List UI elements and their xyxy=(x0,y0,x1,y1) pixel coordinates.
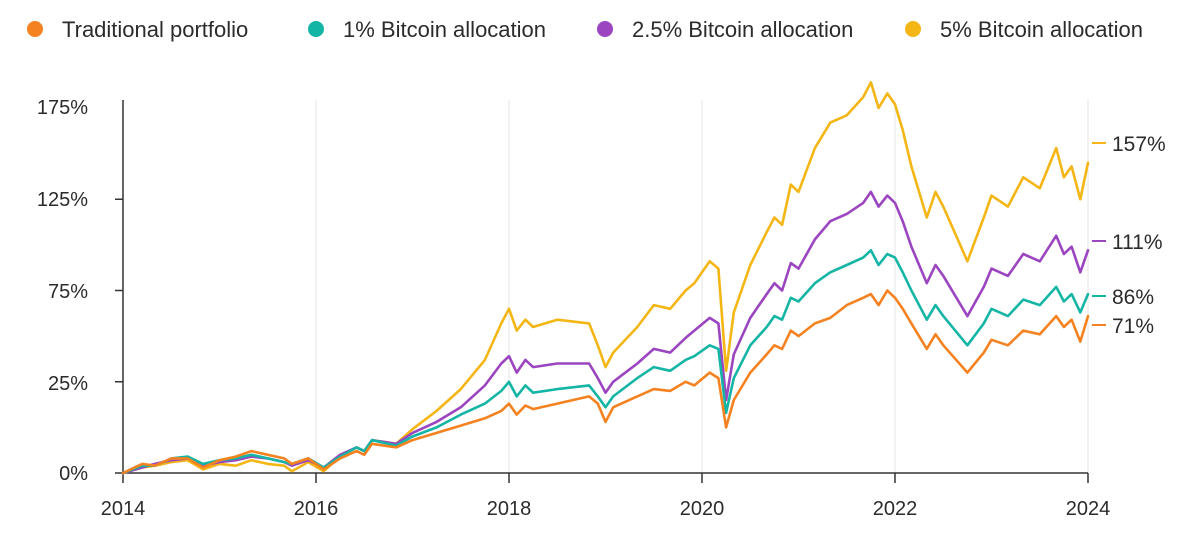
legend-swatch xyxy=(27,21,43,37)
end-label: 157% xyxy=(1112,133,1166,156)
legend-item[interactable]: 5% Bitcoin allocation xyxy=(905,17,1143,42)
legend-swatch xyxy=(597,21,613,37)
legend-swatch xyxy=(905,21,921,37)
x-tick-label: 2024 xyxy=(1066,498,1111,520)
x-tick-label: 2020 xyxy=(680,498,725,520)
legend-item[interactable]: Traditional portfolio xyxy=(27,17,248,42)
series-line xyxy=(121,249,1090,475)
legend-item[interactable]: 2.5% Bitcoin allocation xyxy=(597,17,853,42)
x-tick-label: 2014 xyxy=(101,498,146,520)
chart-axes: 0% 25% 75% 125% 175% 2014 2016 2018 2020 2022 2024 xyxy=(37,97,1110,520)
end-label: 111% xyxy=(1112,231,1163,254)
y-tick-label: 25% xyxy=(48,373,88,395)
series-line xyxy=(121,81,1090,475)
chart-grid xyxy=(122,100,1089,473)
y-tick-label: 0% xyxy=(59,463,88,485)
legend-swatch xyxy=(308,21,324,37)
legend-label: 2.5% Bitcoin allocation xyxy=(632,17,853,42)
chart-end-labels: 71% 86% 111% 157% xyxy=(1092,133,1166,338)
legend-item[interactable]: 1% Bitcoin allocation xyxy=(308,17,546,42)
x-tick-label: 2016 xyxy=(294,498,339,520)
y-tick-label: 75% xyxy=(48,281,88,303)
y-tick-label: 125% xyxy=(37,189,88,211)
series-line xyxy=(121,190,1090,475)
x-tick-label: 2022 xyxy=(873,498,918,520)
series-line xyxy=(121,289,1090,475)
legend-label: Traditional portfolio xyxy=(62,17,248,42)
y-tick-label: 175% xyxy=(37,97,88,119)
end-label: 86% xyxy=(1112,286,1154,309)
end-label: 71% xyxy=(1112,315,1154,338)
chart-legend: Traditional portfolio 1% Bitcoin allocati… xyxy=(27,17,1143,42)
legend-label: 1% Bitcoin allocation xyxy=(343,17,546,42)
chart-series-layer xyxy=(121,81,1090,475)
x-tick-label: 2018 xyxy=(487,498,532,520)
legend-label: 5% Bitcoin allocation xyxy=(940,17,1143,42)
